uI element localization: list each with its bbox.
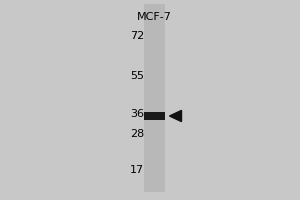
Bar [144,4,165,192]
Text: 28: 28 [130,129,144,139]
Text: 17: 17 [130,165,144,175]
Polygon shape [169,110,181,122]
Bar [144,112,165,120]
Text: 36: 36 [130,109,144,119]
Text: 72: 72 [130,31,144,41]
Text: MCF-7: MCF-7 [137,12,172,22]
Text: 55: 55 [130,71,144,81]
